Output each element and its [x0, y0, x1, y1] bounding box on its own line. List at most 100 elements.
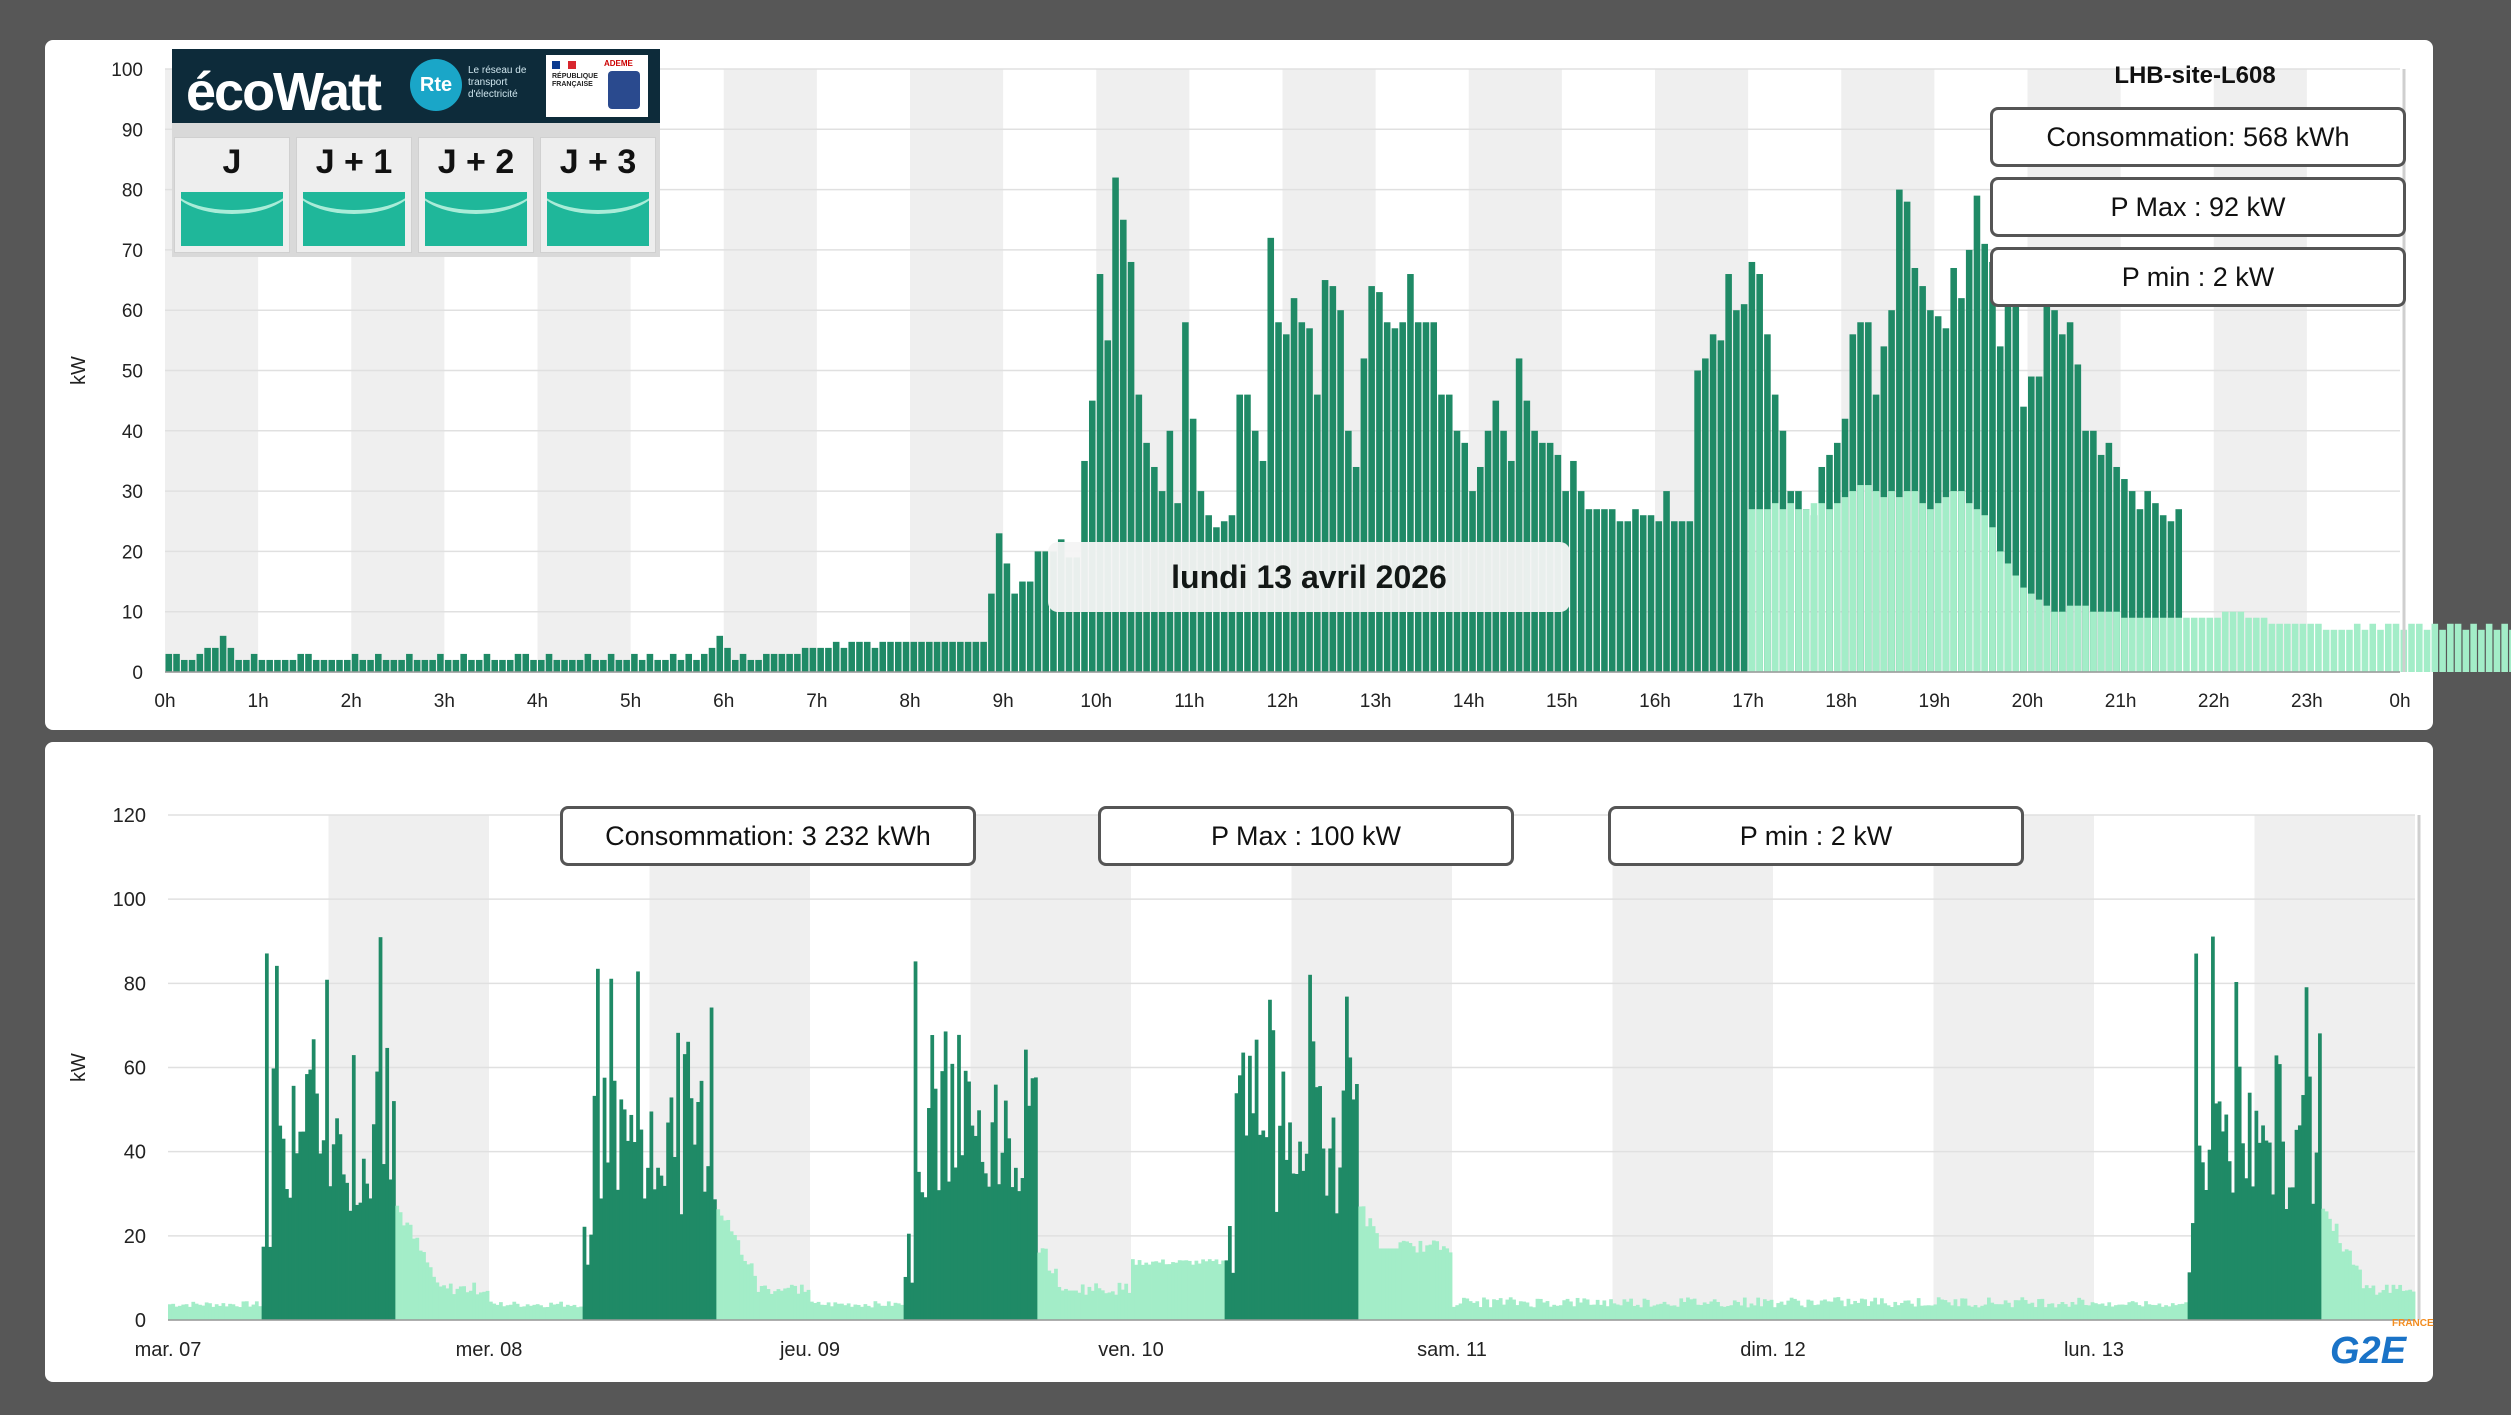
- bar-forecast: [1789, 1297, 1794, 1320]
- bar-forecast: [2276, 623, 2283, 672]
- bar-actual: [2308, 1076, 2312, 1320]
- bar-actual: [305, 653, 312, 672]
- bar-actual: [561, 659, 568, 672]
- bar-forecast: [2051, 611, 2058, 672]
- bar-forecast: [1555, 1305, 1560, 1320]
- x-tick-label: 13h: [1360, 691, 1392, 712]
- bar-actual: [1104, 340, 1112, 672]
- y-axis-label: kW: [68, 1053, 90, 1082]
- bar-actual: [713, 1199, 717, 1320]
- bar-forecast: [1217, 1264, 1222, 1320]
- bar-forecast: [1849, 1304, 1854, 1320]
- bar-forecast: [2073, 1304, 2078, 1320]
- x-tick-label: 9h: [993, 691, 1014, 712]
- bar-forecast: [1645, 1299, 1650, 1320]
- bar-forecast: [1599, 1304, 1603, 1320]
- bar-forecast: [2391, 1284, 2396, 1320]
- bar-forecast: [1950, 491, 1957, 672]
- bar-forecast: [1849, 491, 1857, 672]
- bar-forecast: [2485, 623, 2493, 672]
- bar-actual: [250, 653, 258, 672]
- bar-forecast: [438, 1286, 443, 1320]
- bar-forecast: [1799, 1305, 1804, 1320]
- bar-actual: [421, 659, 429, 672]
- ecowatt-day-j1: J + 1: [296, 137, 412, 253]
- bar-forecast: [1485, 1299, 1490, 1320]
- bar-forecast: [1040, 1248, 1045, 1320]
- bar-forecast: [1562, 1300, 1567, 1320]
- bar-forecast: [2416, 623, 2423, 672]
- bar-actual: [2241, 1143, 2245, 1320]
- bar-actual: [1896, 189, 1903, 672]
- bar-actual: [243, 659, 250, 672]
- bar-forecast: [1615, 1304, 1620, 1320]
- bar-actual: [2237, 1066, 2242, 1320]
- bar-actual: [390, 659, 398, 672]
- bar-forecast: [2268, 623, 2276, 672]
- bar-forecast: [1779, 1301, 1784, 1320]
- bar-actual: [817, 647, 824, 672]
- bar-forecast: [1762, 1299, 1767, 1320]
- bar-forecast: [883, 1305, 888, 1320]
- bar-forecast: [1934, 503, 1942, 672]
- bar-forecast: [2175, 617, 2183, 672]
- bar-forecast: [509, 1304, 513, 1320]
- bar-actual: [638, 659, 646, 672]
- bar-actual: [592, 659, 599, 672]
- bar-actual: [569, 659, 576, 672]
- bar-forecast: [806, 1289, 811, 1320]
- bar-forecast: [2384, 623, 2392, 672]
- bar-actual: [623, 659, 630, 672]
- bar-forecast: [2020, 1297, 2025, 1320]
- bar-actual: [1445, 394, 1453, 672]
- bar-actual: [351, 653, 359, 672]
- bar-forecast: [579, 1306, 584, 1320]
- bar-forecast: [1880, 1298, 1884, 1320]
- bar-forecast: [1846, 1298, 1851, 1320]
- bar-forecast: [181, 1304, 186, 1320]
- bar-actual: [706, 1166, 711, 1320]
- bar-actual: [1331, 1117, 1336, 1320]
- bar-forecast: [799, 1284, 804, 1320]
- bar-actual: [1376, 292, 1383, 672]
- bar-forecast: [2346, 629, 2353, 672]
- bar-forecast: [1930, 1305, 1934, 1320]
- bar-forecast: [178, 1305, 182, 1320]
- bar-actual: [993, 1084, 998, 1320]
- bar-forecast: [1903, 491, 1911, 672]
- bar-forecast: [1559, 1305, 1563, 1320]
- x-tick-label: 2h: [341, 691, 362, 712]
- bar-forecast: [1371, 1226, 1376, 1320]
- bar-actual: [923, 1197, 928, 1320]
- bar-actual: [1284, 1159, 1289, 1320]
- bar-forecast: [1415, 1252, 1419, 1320]
- bar-actual: [656, 1167, 660, 1320]
- bar-forecast: [1869, 1301, 1874, 1320]
- bar-forecast: [482, 1291, 487, 1320]
- bar-forecast: [1060, 1290, 1065, 1320]
- bar-actual: [682, 1054, 687, 1320]
- bar-forecast: [773, 1291, 777, 1320]
- x-tick-label: 3h: [434, 691, 455, 712]
- bar-forecast: [1997, 1304, 2001, 1320]
- bar-actual: [2136, 509, 2144, 672]
- bar-forecast: [1943, 1300, 1948, 1320]
- bar-forecast: [1435, 1241, 1440, 1320]
- bar-forecast: [1171, 1262, 1175, 1320]
- bar-actual: [1585, 509, 1593, 672]
- bar-forecast: [870, 1307, 874, 1320]
- x-tick-label: 4h: [527, 691, 548, 712]
- bar-actual: [460, 653, 467, 672]
- bar-actual: [856, 641, 863, 672]
- bar-actual: [289, 659, 297, 672]
- bar-actual: [662, 659, 669, 672]
- bar-actual: [652, 1189, 657, 1320]
- bar-forecast: [1605, 1306, 1610, 1320]
- bar-forecast: [2361, 1288, 2366, 1320]
- x-tick-label: 5h: [620, 691, 641, 712]
- y-tick-label: 10: [122, 603, 143, 624]
- bar-forecast: [1996, 551, 2004, 672]
- bar-actual: [365, 1183, 370, 1320]
- bar-actual: [318, 1153, 323, 1320]
- bar-actual: [341, 1174, 346, 1320]
